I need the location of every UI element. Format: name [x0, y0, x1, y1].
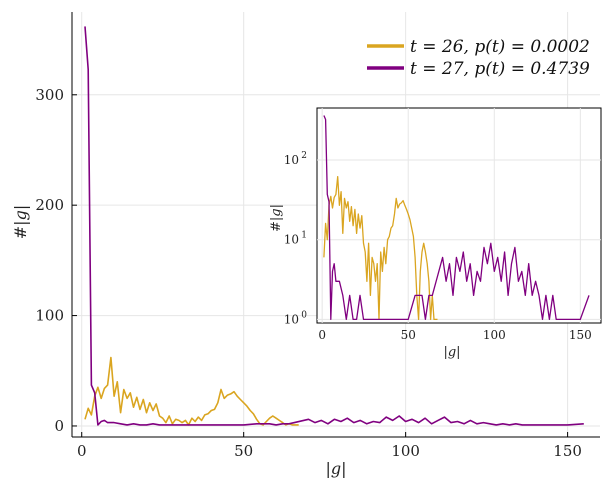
inset-series-line-t26	[323, 175, 438, 321]
legend-label-t26: t = 26, p(t) = 0.0002	[410, 37, 590, 57]
main-series	[84, 26, 584, 426]
legend-label-t27: t = 27, p(t) = 0.4739	[410, 59, 590, 79]
main-x-tick-label: 150	[553, 442, 582, 460]
main-series-line-t26	[84, 356, 299, 426]
inset-y-tick-label: 10	[284, 233, 299, 247]
inset-y-tick-exponent: 2	[301, 151, 307, 161]
main-y-axis-label: #|g|	[11, 205, 30, 239]
inset-y-tick-exponent: 1	[301, 231, 307, 241]
main-x-tick-label: 0	[77, 442, 87, 460]
main-y-tick-label: 0	[54, 417, 64, 435]
inset-x-tick-label: 0	[318, 328, 326, 342]
inset-x-tick-label: 150	[569, 328, 592, 342]
main-series-line-t27	[84, 26, 584, 426]
main-y-tick-label: 300	[35, 86, 64, 104]
inset-background	[316, 107, 602, 324]
inset-y-tick-exponent: 0	[301, 310, 307, 320]
inset-x-axis-label: |g|	[443, 345, 460, 360]
legend: t = 26, p(t) = 0.0002 t = 27, p(t) = 0.4…	[367, 37, 590, 79]
inset-y-tick-label: 10	[284, 153, 299, 167]
inset-series-line-t27	[323, 115, 590, 321]
inset-y-tick-label: 10	[284, 312, 299, 326]
main-x-axis-label: |g|	[325, 459, 346, 478]
inset-x-tick-label: 50	[401, 328, 416, 342]
inset-x-tick-label: 100	[483, 328, 506, 342]
main-x-tick-label: 50	[234, 442, 253, 460]
main-x-tick-label: 100	[391, 442, 420, 460]
main-y-tick-label: 200	[35, 196, 64, 214]
inset-y-axis-label: #|g|	[269, 204, 284, 232]
inset-series	[323, 115, 590, 321]
main-y-tick-label: 100	[35, 307, 64, 325]
